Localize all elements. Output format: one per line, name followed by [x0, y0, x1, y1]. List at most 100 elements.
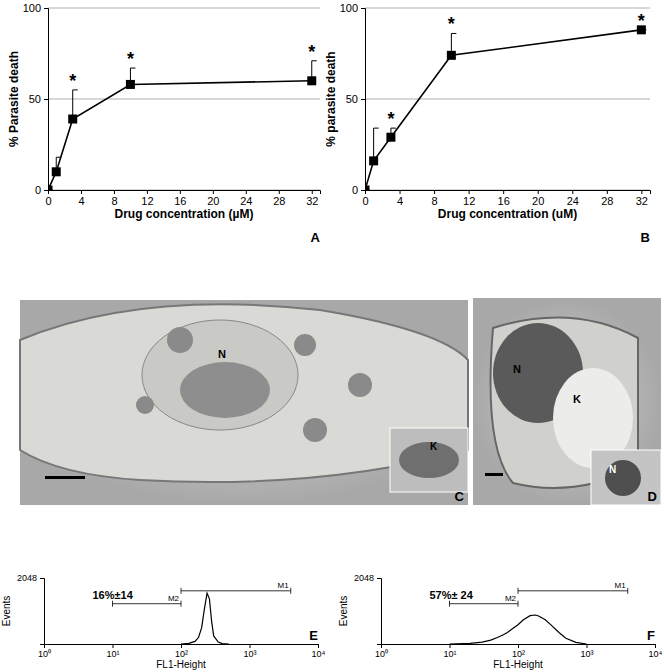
x-tick: 32 — [636, 190, 648, 207]
data-line — [181, 593, 229, 644]
data-point — [126, 80, 135, 89]
x-tick-label: 4 — [397, 195, 403, 207]
y-tick-mark — [40, 578, 44, 579]
panel-letter: B — [641, 230, 650, 245]
x-tick: 4 — [397, 190, 403, 207]
significance-star: * — [387, 109, 394, 129]
error-bar — [373, 128, 374, 161]
error-cap — [391, 128, 396, 129]
x-axis-title: Drug concentration (µM) — [115, 207, 254, 221]
plot-area — [181, 593, 229, 644]
x-tick: 0 — [45, 190, 51, 207]
x-tick: 0 — [362, 190, 368, 207]
x-tick-mark — [518, 644, 519, 648]
x-tick-label: 0 — [45, 195, 51, 207]
y-tick: 0 — [352, 184, 365, 196]
y-tick-mark — [361, 190, 365, 191]
gate-line — [113, 603, 182, 604]
x-tick-mark — [181, 644, 182, 648]
x-axis-line — [382, 645, 656, 649]
x-axis-line — [49, 191, 321, 195]
x-tick: 4 — [78, 190, 84, 207]
data-point — [447, 51, 456, 60]
y-tick-mark — [361, 8, 365, 9]
y-tick-label: 50 — [29, 93, 41, 105]
micrograph-label: K — [573, 393, 581, 405]
x-tick-mark — [572, 190, 573, 194]
data-point — [369, 156, 378, 165]
significance-star: * — [69, 71, 76, 91]
x-tick-label: 8 — [432, 195, 438, 207]
grid-line — [365, 8, 650, 9]
y-axis-line — [377, 579, 382, 645]
x-tick: 28 — [273, 190, 285, 207]
x-tick-mark — [450, 644, 451, 648]
gate-end — [518, 588, 519, 594]
x-tick-mark — [503, 190, 504, 194]
micrograph-background — [20, 300, 468, 505]
x-tick: 24 — [240, 190, 252, 207]
gate-end — [112, 601, 113, 607]
x-axis-title: FL1-Height — [156, 659, 206, 670]
x-tick-label: 10³ — [580, 649, 593, 659]
y-axis: 2048 — [354, 573, 382, 644]
y-tick: 2048 — [17, 573, 44, 583]
x-tick-label: 28 — [601, 195, 613, 207]
x-tick: 10¹ — [443, 644, 456, 659]
x-tick-label: 10² — [175, 649, 188, 659]
x-tick-mark — [434, 190, 435, 194]
x-tick-mark — [641, 190, 642, 194]
x-tick: 10² — [175, 644, 188, 659]
x-tick-label: 16 — [498, 195, 510, 207]
x-tick-mark — [147, 190, 148, 194]
panel-letter: E — [309, 628, 318, 643]
inset — [591, 450, 661, 505]
scale-bar — [45, 476, 85, 479]
x-tick-label: 16 — [174, 195, 186, 207]
x-tick-mark — [587, 644, 588, 648]
x-tick: 16 — [498, 190, 510, 207]
y-axis-line — [44, 9, 49, 191]
gate: M1 — [181, 581, 291, 594]
gate-end — [181, 601, 182, 607]
x-tick-mark — [180, 190, 181, 194]
data-point — [386, 133, 395, 142]
figure: 0 4 8 12 16 20 24 28 32 0 50 100 Drug concentration … — [0, 0, 664, 672]
data-point — [68, 115, 77, 124]
micrograph: NKC — [20, 300, 468, 505]
x-tick-label: 10⁰ — [375, 649, 388, 659]
x-tick-label: 20 — [207, 195, 219, 207]
y-tick: 100 — [23, 2, 48, 14]
x-tick: 10⁰ — [375, 644, 388, 659]
x-tick-label: 12 — [141, 195, 153, 207]
x-tick-label: 0 — [362, 195, 368, 207]
x-tick: 24 — [567, 190, 579, 207]
x-tick: 20 — [532, 190, 544, 207]
inset-label: K — [430, 441, 438, 452]
cell-body — [20, 304, 468, 482]
x-tick-label: 10⁴ — [649, 649, 663, 659]
gate-line — [450, 603, 519, 604]
plot-area — [450, 615, 587, 644]
error-cap — [73, 89, 78, 90]
y-axis: 050100 — [340, 2, 366, 196]
y-tick-label: 100 — [23, 2, 41, 14]
x-tick-mark — [81, 190, 82, 194]
x-tick-label: 24 — [240, 195, 252, 207]
y-tick-label: 100 — [340, 2, 358, 14]
y-tick: 100 — [340, 2, 365, 14]
panel-letter: F — [647, 628, 655, 643]
y-axis-title: % parasite death — [324, 51, 338, 146]
y-tick: 50 — [29, 93, 48, 105]
scale-bar — [485, 473, 503, 476]
gate: M1 — [518, 581, 628, 594]
x-tick-label: 28 — [273, 195, 285, 207]
y-tick-mark — [44, 8, 48, 9]
x-tick-label: 10⁴ — [312, 649, 326, 659]
x-tick-label: 32 — [636, 195, 648, 207]
significance-star: * — [127, 49, 134, 69]
y-tick-label: 0 — [352, 184, 358, 196]
x-tick-label: 12 — [463, 195, 475, 207]
x-tick: 10⁴ — [312, 644, 326, 659]
micrograph-label: N — [513, 363, 521, 375]
